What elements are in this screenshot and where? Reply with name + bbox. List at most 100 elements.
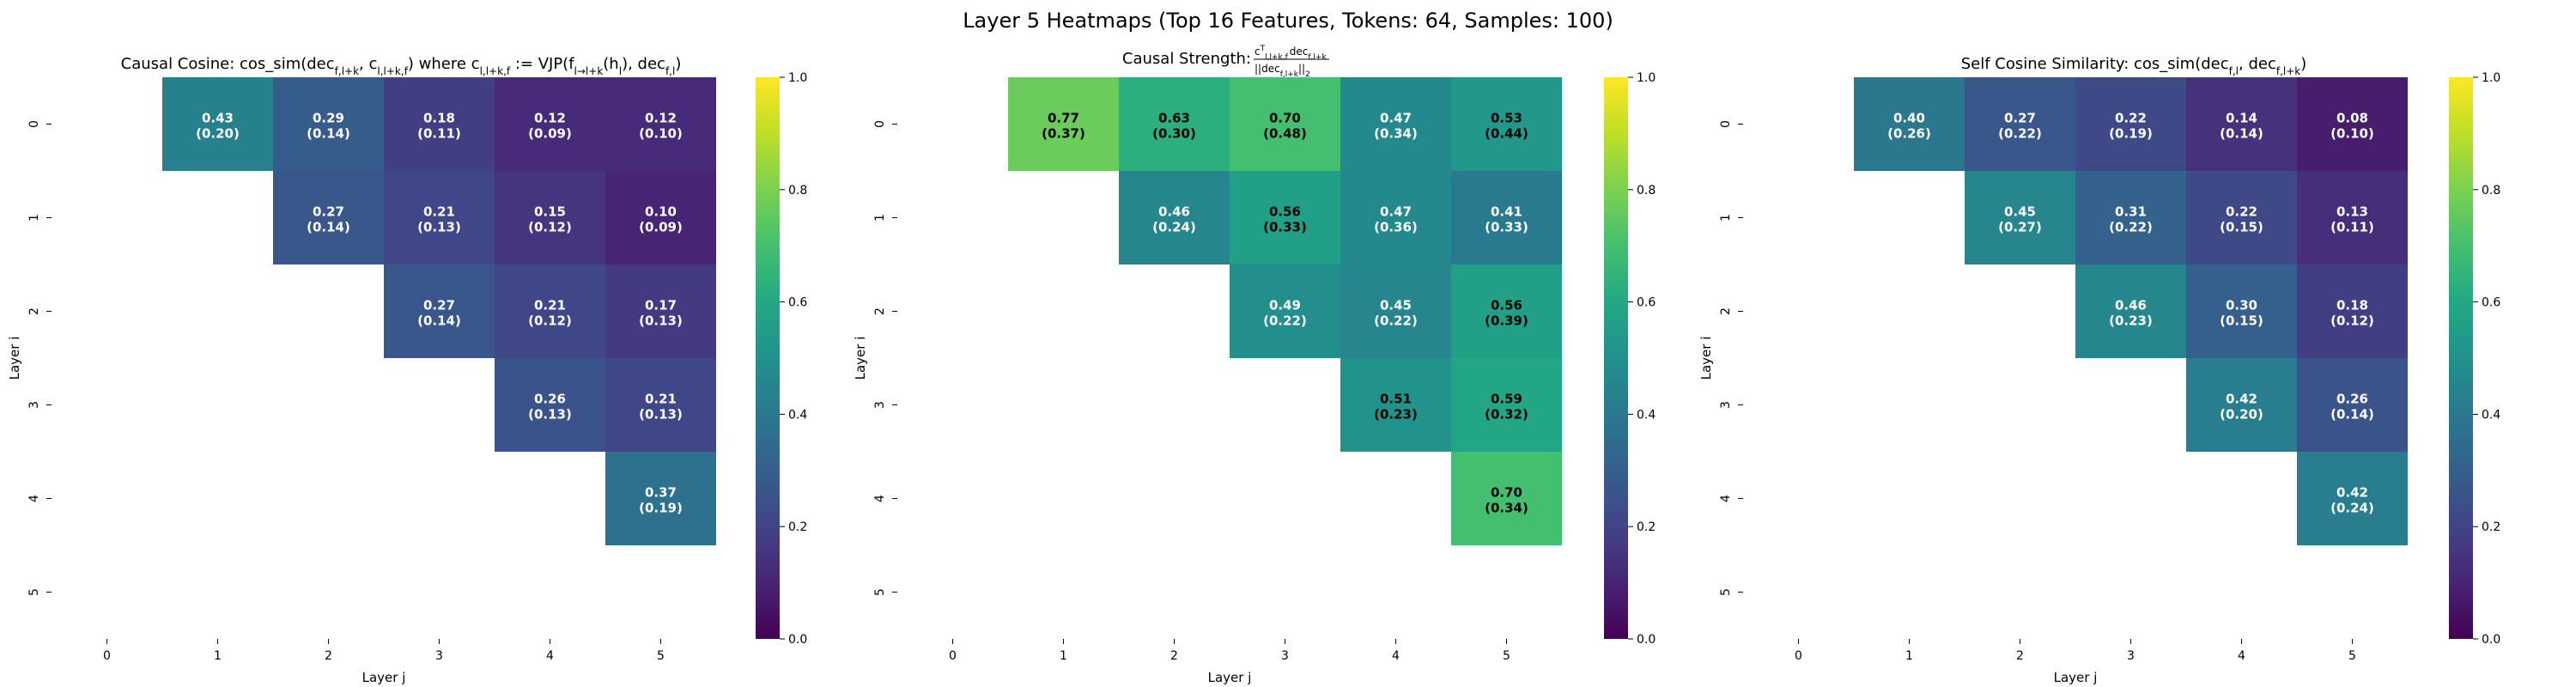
y-tick-label: 1 bbox=[1719, 214, 1733, 222]
cell-value-label: 0.47 bbox=[1380, 204, 1412, 220]
y-tick-label: 5 bbox=[873, 588, 887, 596]
x-tick-label: 3 bbox=[435, 649, 443, 663]
cell-value-label: 0.49 bbox=[1269, 298, 1301, 313]
cell-value-label: 0.17 bbox=[645, 298, 677, 313]
y-tick-label: 5 bbox=[1719, 588, 1733, 596]
cell-std-label: (0.13) bbox=[639, 313, 683, 329]
cell-value-label: 0.59 bbox=[1491, 392, 1522, 407]
cell-std-label: (0.20) bbox=[2220, 407, 2263, 423]
colorbar bbox=[1604, 77, 1628, 639]
y-tick-label: 2 bbox=[27, 307, 41, 315]
cell-value-label: 0.29 bbox=[313, 111, 344, 126]
cell-std-label: (0.34) bbox=[1374, 126, 1418, 142]
heatmap-cell bbox=[1451, 264, 1562, 358]
heatmap-cell bbox=[495, 358, 605, 452]
heatmap-cell bbox=[1451, 77, 1562, 171]
panel-1-title: Causal Strength: cTl,l+k,f decf,l+k ||dec… bbox=[1122, 45, 1329, 79]
panel-0-title: Causal Cosine: cos_sim(decf,l+k, cl,l+k,… bbox=[121, 55, 682, 77]
y-tick-label: 3 bbox=[1719, 401, 1733, 409]
heatmap-cell bbox=[2186, 358, 2297, 452]
heatmap-cell bbox=[384, 264, 495, 358]
figure-title: Layer 5 Heatmaps (Top 16 Features, Token… bbox=[963, 9, 1613, 33]
heatmap-cell bbox=[605, 264, 716, 358]
heatmap-cell bbox=[2075, 171, 2186, 264]
cell-value-label: 0.22 bbox=[2115, 111, 2147, 126]
x-tick-label: 2 bbox=[2016, 649, 2024, 663]
cell-value-label: 0.46 bbox=[1158, 204, 1190, 220]
cell-std-label: (0.15) bbox=[2220, 313, 2263, 329]
cell-std-label: (0.12) bbox=[2330, 313, 2374, 329]
colorbar-tick-label: 0.6 bbox=[2482, 296, 2500, 310]
cell-value-label: 0.22 bbox=[2226, 204, 2257, 220]
cell-value-label: 0.45 bbox=[1380, 298, 1412, 313]
cell-value-label: 0.10 bbox=[645, 204, 677, 220]
colorbar-tick-label: 0.8 bbox=[788, 184, 807, 198]
x-tick-label: 4 bbox=[546, 649, 554, 663]
y-tick-label: 4 bbox=[1719, 495, 1733, 502]
heatmap-cell bbox=[2297, 77, 2408, 171]
cell-std-label: (0.26) bbox=[1887, 126, 1931, 142]
heatmap-cell bbox=[1230, 264, 1340, 358]
cell-value-label: 0.47 bbox=[1380, 111, 1412, 126]
heatmap-cell bbox=[2297, 452, 2408, 545]
cell-std-label: (0.37) bbox=[1042, 126, 1085, 142]
heatmap-panel-1: 0.77(0.37)0.63(0.30)0.70(0.48)0.47(0.34)… bbox=[853, 71, 1656, 685]
cell-value-label: 0.37 bbox=[645, 485, 677, 501]
x-tick-label: 2 bbox=[1170, 649, 1178, 663]
colorbar-tick-label: 0.2 bbox=[2482, 520, 2500, 534]
heatmap-cell bbox=[1340, 264, 1451, 358]
x-tick-label: 4 bbox=[1392, 649, 1400, 663]
cell-std-label: (0.22) bbox=[2109, 220, 2153, 235]
heatmap-cell bbox=[2186, 264, 2297, 358]
cell-value-label: 0.27 bbox=[423, 298, 455, 313]
cell-std-label: (0.10) bbox=[639, 126, 683, 142]
colorbar-tick-label: 1.0 bbox=[788, 71, 807, 85]
cell-std-label: (0.12) bbox=[528, 313, 572, 329]
cell-value-label: 0.46 bbox=[2115, 298, 2147, 313]
cell-std-label: (0.12) bbox=[528, 220, 572, 235]
colorbar bbox=[2449, 77, 2473, 639]
cell-value-label: 0.18 bbox=[423, 111, 455, 126]
x-tick-label: 0 bbox=[1795, 649, 1802, 663]
heatmap-cell bbox=[1965, 171, 2075, 264]
cell-value-label: 0.26 bbox=[534, 392, 566, 407]
cell-std-label: (0.20) bbox=[196, 126, 240, 142]
cell-value-label: 0.45 bbox=[2004, 204, 2036, 220]
heatmap-cell bbox=[1854, 77, 1965, 171]
y-tick-label: 5 bbox=[27, 588, 41, 596]
cell-std-label: (0.23) bbox=[1374, 407, 1418, 423]
y-axis-label: Layer i bbox=[853, 337, 868, 380]
x-tick-label: 5 bbox=[2348, 649, 2356, 663]
cell-std-label: (0.14) bbox=[2330, 407, 2374, 423]
cell-std-label: (0.33) bbox=[1485, 220, 1528, 235]
x-tick-label: 5 bbox=[1503, 649, 1510, 663]
colorbar-tick-label: 0.6 bbox=[788, 296, 807, 310]
y-tick-label: 1 bbox=[873, 214, 887, 222]
cell-std-label: (0.23) bbox=[2109, 313, 2153, 329]
heatmap-panel-2: 0.40(0.26)0.27(0.22)0.22(0.19)0.14(0.14)… bbox=[1698, 71, 2500, 685]
cell-std-label: (0.22) bbox=[1263, 313, 1307, 329]
cell-std-label: (0.14) bbox=[307, 220, 350, 235]
x-tick-label: 0 bbox=[103, 649, 111, 663]
heatmap-cell bbox=[1119, 171, 1230, 264]
x-tick-label: 1 bbox=[214, 649, 222, 663]
y-tick-label: 3 bbox=[873, 401, 887, 409]
heatmap-cell bbox=[384, 171, 495, 264]
cell-std-label: (0.30) bbox=[1152, 126, 1196, 142]
heatmap-cell bbox=[1451, 452, 1562, 545]
y-tick-label: 0 bbox=[873, 120, 887, 128]
y-axis-label: Layer i bbox=[1698, 337, 1714, 380]
heatmap-cell bbox=[1008, 77, 1119, 171]
cell-value-label: 0.21 bbox=[645, 392, 677, 407]
colorbar-tick-label: 0.8 bbox=[2482, 184, 2500, 198]
cell-std-label: (0.22) bbox=[1374, 313, 1418, 329]
cell-value-label: 0.70 bbox=[1269, 111, 1301, 126]
cell-value-label: 0.56 bbox=[1269, 204, 1301, 220]
heatmap-cell bbox=[2297, 171, 2408, 264]
panel-1-title-denominator: ||decf,l+k||2 bbox=[1255, 63, 1310, 79]
cell-std-label: (0.19) bbox=[639, 501, 683, 516]
heatmap-cell bbox=[1340, 358, 1451, 452]
colorbar-tick-label: 0.2 bbox=[788, 520, 807, 534]
cell-value-label: 0.51 bbox=[1380, 392, 1412, 407]
heatmap-cell bbox=[495, 171, 605, 264]
